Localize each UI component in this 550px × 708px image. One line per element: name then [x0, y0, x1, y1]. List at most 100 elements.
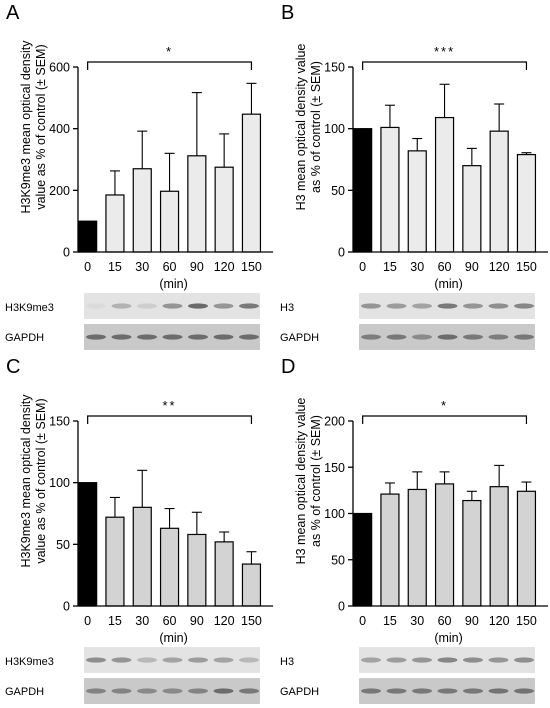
- x-tick-label: 15: [108, 260, 122, 274]
- y-tick-label: 100: [49, 476, 70, 490]
- significance-bracket: [87, 415, 253, 424]
- blot-strip-bottom: [359, 324, 535, 350]
- blot-strip-top: [84, 293, 260, 319]
- blot-band: [437, 334, 458, 340]
- blot-band: [239, 334, 259, 340]
- blot-band: [239, 657, 259, 663]
- blot-strip-top: [359, 647, 535, 673]
- blot-band: [412, 657, 432, 663]
- x-tick-label: 120: [214, 614, 235, 628]
- bar: [78, 482, 98, 607]
- blot-band: [213, 303, 234, 309]
- blot-band: [213, 334, 234, 340]
- significance-marker: ***: [434, 44, 455, 59]
- blot-bands: [86, 334, 259, 340]
- blot-band: [463, 688, 483, 694]
- blot-band: [488, 303, 509, 309]
- bar: [241, 563, 262, 607]
- bar: [353, 128, 373, 253]
- blot-band: [463, 303, 483, 309]
- blot-band: [361, 688, 381, 694]
- blot-band: [162, 334, 183, 340]
- blot-band: [188, 303, 208, 309]
- panel-b: B H3 mean optical density value as % of …: [275, 0, 550, 354]
- x-tick-label: 0: [84, 614, 91, 628]
- significance-marker: **: [162, 398, 176, 413]
- panel-letter: C: [6, 356, 21, 378]
- blot-bands: [86, 303, 259, 309]
- blot-band: [86, 688, 106, 694]
- blot-band: [239, 303, 259, 309]
- blot-band: [514, 303, 534, 309]
- bar: [159, 527, 180, 607]
- y-tick-label: 200: [49, 184, 70, 198]
- bar: [187, 155, 207, 253]
- blot-band: [111, 688, 132, 694]
- significance-bracket: [87, 61, 253, 70]
- blot-band: [137, 303, 157, 309]
- x-tick-label: 90: [465, 614, 479, 628]
- y-tick-label: 50: [331, 184, 345, 198]
- blot-band: [361, 334, 381, 340]
- y-tick-label: 150: [49, 415, 70, 429]
- bar-chart: 0 15 30 60 90 120 150 0 200 400 600 (min) *: [49, 44, 274, 291]
- x-axis-label: (min): [159, 631, 187, 645]
- blot-bands: [361, 688, 534, 694]
- blot-band: [188, 334, 208, 340]
- bar: [516, 153, 537, 253]
- blot-strip-bottom: [84, 678, 260, 704]
- bar: [489, 486, 509, 607]
- y-tick-label: 200: [324, 415, 345, 429]
- bar: [132, 168, 152, 253]
- blot-band: [111, 334, 132, 340]
- blot-band: [162, 688, 183, 694]
- blot-band: [386, 688, 407, 694]
- x-tick-label: 30: [410, 260, 424, 274]
- x-tick-label: 15: [108, 614, 122, 628]
- significance-marker: *: [166, 44, 173, 59]
- y-tick-label: 50: [56, 538, 70, 552]
- panel-letter: D: [281, 356, 296, 378]
- blot-band: [361, 657, 381, 663]
- x-tick-label: 120: [489, 260, 510, 274]
- y-tick-label: 50: [331, 553, 345, 567]
- x-tick-label: 0: [359, 260, 366, 274]
- blot-band: [86, 303, 106, 309]
- blot-band: [162, 303, 183, 309]
- y-tick-label: 0: [63, 600, 70, 614]
- blot-band: [361, 303, 381, 309]
- bar: [380, 493, 400, 607]
- x-axis-label: (min): [159, 277, 187, 291]
- panel-c: C H3K9me3 mean optical density value as …: [0, 354, 275, 708]
- x-axis-label: (min): [434, 277, 462, 291]
- blot-label-bottom: GAPDH: [280, 332, 320, 344]
- bar: [489, 130, 509, 253]
- bar: [187, 533, 207, 607]
- blot-band: [412, 334, 432, 340]
- blot-band: [213, 657, 234, 663]
- blot-band: [137, 688, 157, 694]
- blot-label-bottom: GAPDH: [5, 686, 45, 698]
- x-tick-label: 0: [359, 614, 366, 628]
- significance-bracket: [362, 61, 528, 70]
- blot-bands: [361, 657, 534, 663]
- x-tick-label: 60: [438, 614, 452, 628]
- blot-band: [514, 688, 534, 694]
- blot-band: [111, 303, 132, 309]
- bar: [434, 483, 455, 607]
- blot-band: [488, 688, 509, 694]
- y-tick-label: 600: [49, 61, 70, 75]
- bar-chart: 0 15 30 60 90 120 150 0 50 100 150 (min) **: [49, 398, 274, 645]
- blot-label-bottom: GAPDH: [280, 686, 320, 698]
- bar: [214, 541, 234, 607]
- bar-chart: 0 15 30 60 90 120 150 0 50 100 150 200 (min) *: [324, 398, 549, 645]
- x-tick-label: 60: [438, 260, 452, 274]
- x-tick-label: 90: [465, 260, 479, 274]
- x-tick-label: 60: [163, 614, 177, 628]
- blot-bands: [361, 303, 534, 309]
- bar-chart: 0 15 30 60 90 120 150 0 50 100 150 (min) ***: [324, 44, 549, 291]
- blot-band: [437, 688, 458, 694]
- x-tick-label: 30: [135, 614, 149, 628]
- bar: [353, 512, 373, 607]
- x-tick-label: 30: [135, 260, 149, 274]
